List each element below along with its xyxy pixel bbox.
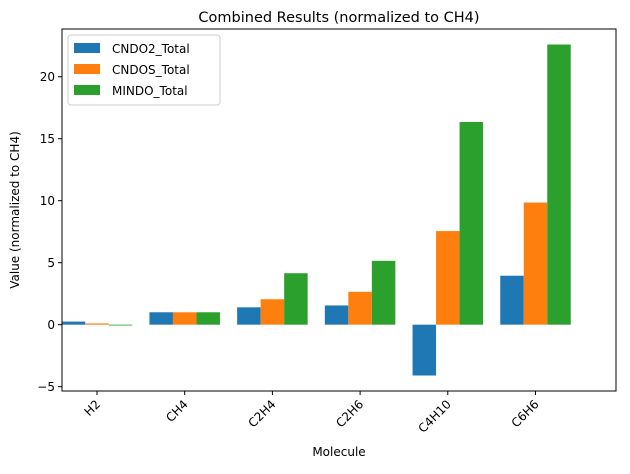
bar-cndo2-total-c4h10 bbox=[412, 324, 437, 376]
bar-cndo2-total-c2h4 bbox=[237, 307, 261, 325]
bar-cndo2-total-c6h6 bbox=[500, 275, 524, 325]
legend-swatch bbox=[74, 85, 100, 95]
legend-box bbox=[67, 34, 221, 106]
y-tick-label: 15 bbox=[40, 132, 55, 146]
plot-frame bbox=[61, 28, 617, 392]
bar-mindo-total-c6h6 bbox=[547, 44, 571, 325]
legend-swatch bbox=[74, 43, 100, 53]
x-axis-label: Molecule bbox=[312, 445, 365, 459]
chart-title: Combined Results (normalized to CH4) bbox=[198, 10, 479, 26]
bar-cndos-total-h2 bbox=[85, 323, 109, 325]
y-tick-label: 10 bbox=[40, 194, 55, 208]
y-tick-label: −5 bbox=[37, 380, 55, 394]
legend-label: MINDO_Total bbox=[112, 84, 188, 98]
y-axis-label: Value (normalized to CH4) bbox=[8, 131, 22, 289]
bar-cndo2-total-ch4 bbox=[149, 312, 173, 325]
bar-mindo-total-h2 bbox=[108, 324, 133, 326]
bar-mindo-total-c2h4 bbox=[284, 273, 308, 325]
legend-label: CNDOS_Total bbox=[112, 63, 190, 77]
bar-mindo-total-ch4 bbox=[196, 312, 220, 325]
bar-cndos-total-c2h6 bbox=[348, 291, 372, 325]
bar-cndos-total-ch4 bbox=[172, 312, 197, 325]
y-tick-label: 20 bbox=[40, 70, 55, 84]
bar-cndos-total-c4h10 bbox=[436, 231, 460, 325]
bar-mindo-total-c4h10 bbox=[459, 121, 484, 325]
bar-cndos-total-c6h6 bbox=[523, 202, 548, 325]
y-tick-label: 5 bbox=[47, 256, 55, 270]
bar-mindo-total-c2h6 bbox=[371, 260, 396, 325]
bar-cndo2-total-h2 bbox=[61, 321, 86, 325]
y-axis: −5 0 5 10 15 20 bbox=[37, 70, 62, 394]
legend-swatch bbox=[74, 64, 100, 74]
y-tick-label: 0 bbox=[47, 318, 55, 332]
legend: CNDO2_Total CNDOS_Total MINDO_Total bbox=[67, 34, 221, 106]
legend-label: CNDO2_Total bbox=[112, 42, 190, 56]
bars-group bbox=[61, 44, 571, 376]
bar-cndos-total-c2h4 bbox=[260, 299, 285, 325]
bar-cndo2-total-c2h6 bbox=[324, 305, 349, 325]
